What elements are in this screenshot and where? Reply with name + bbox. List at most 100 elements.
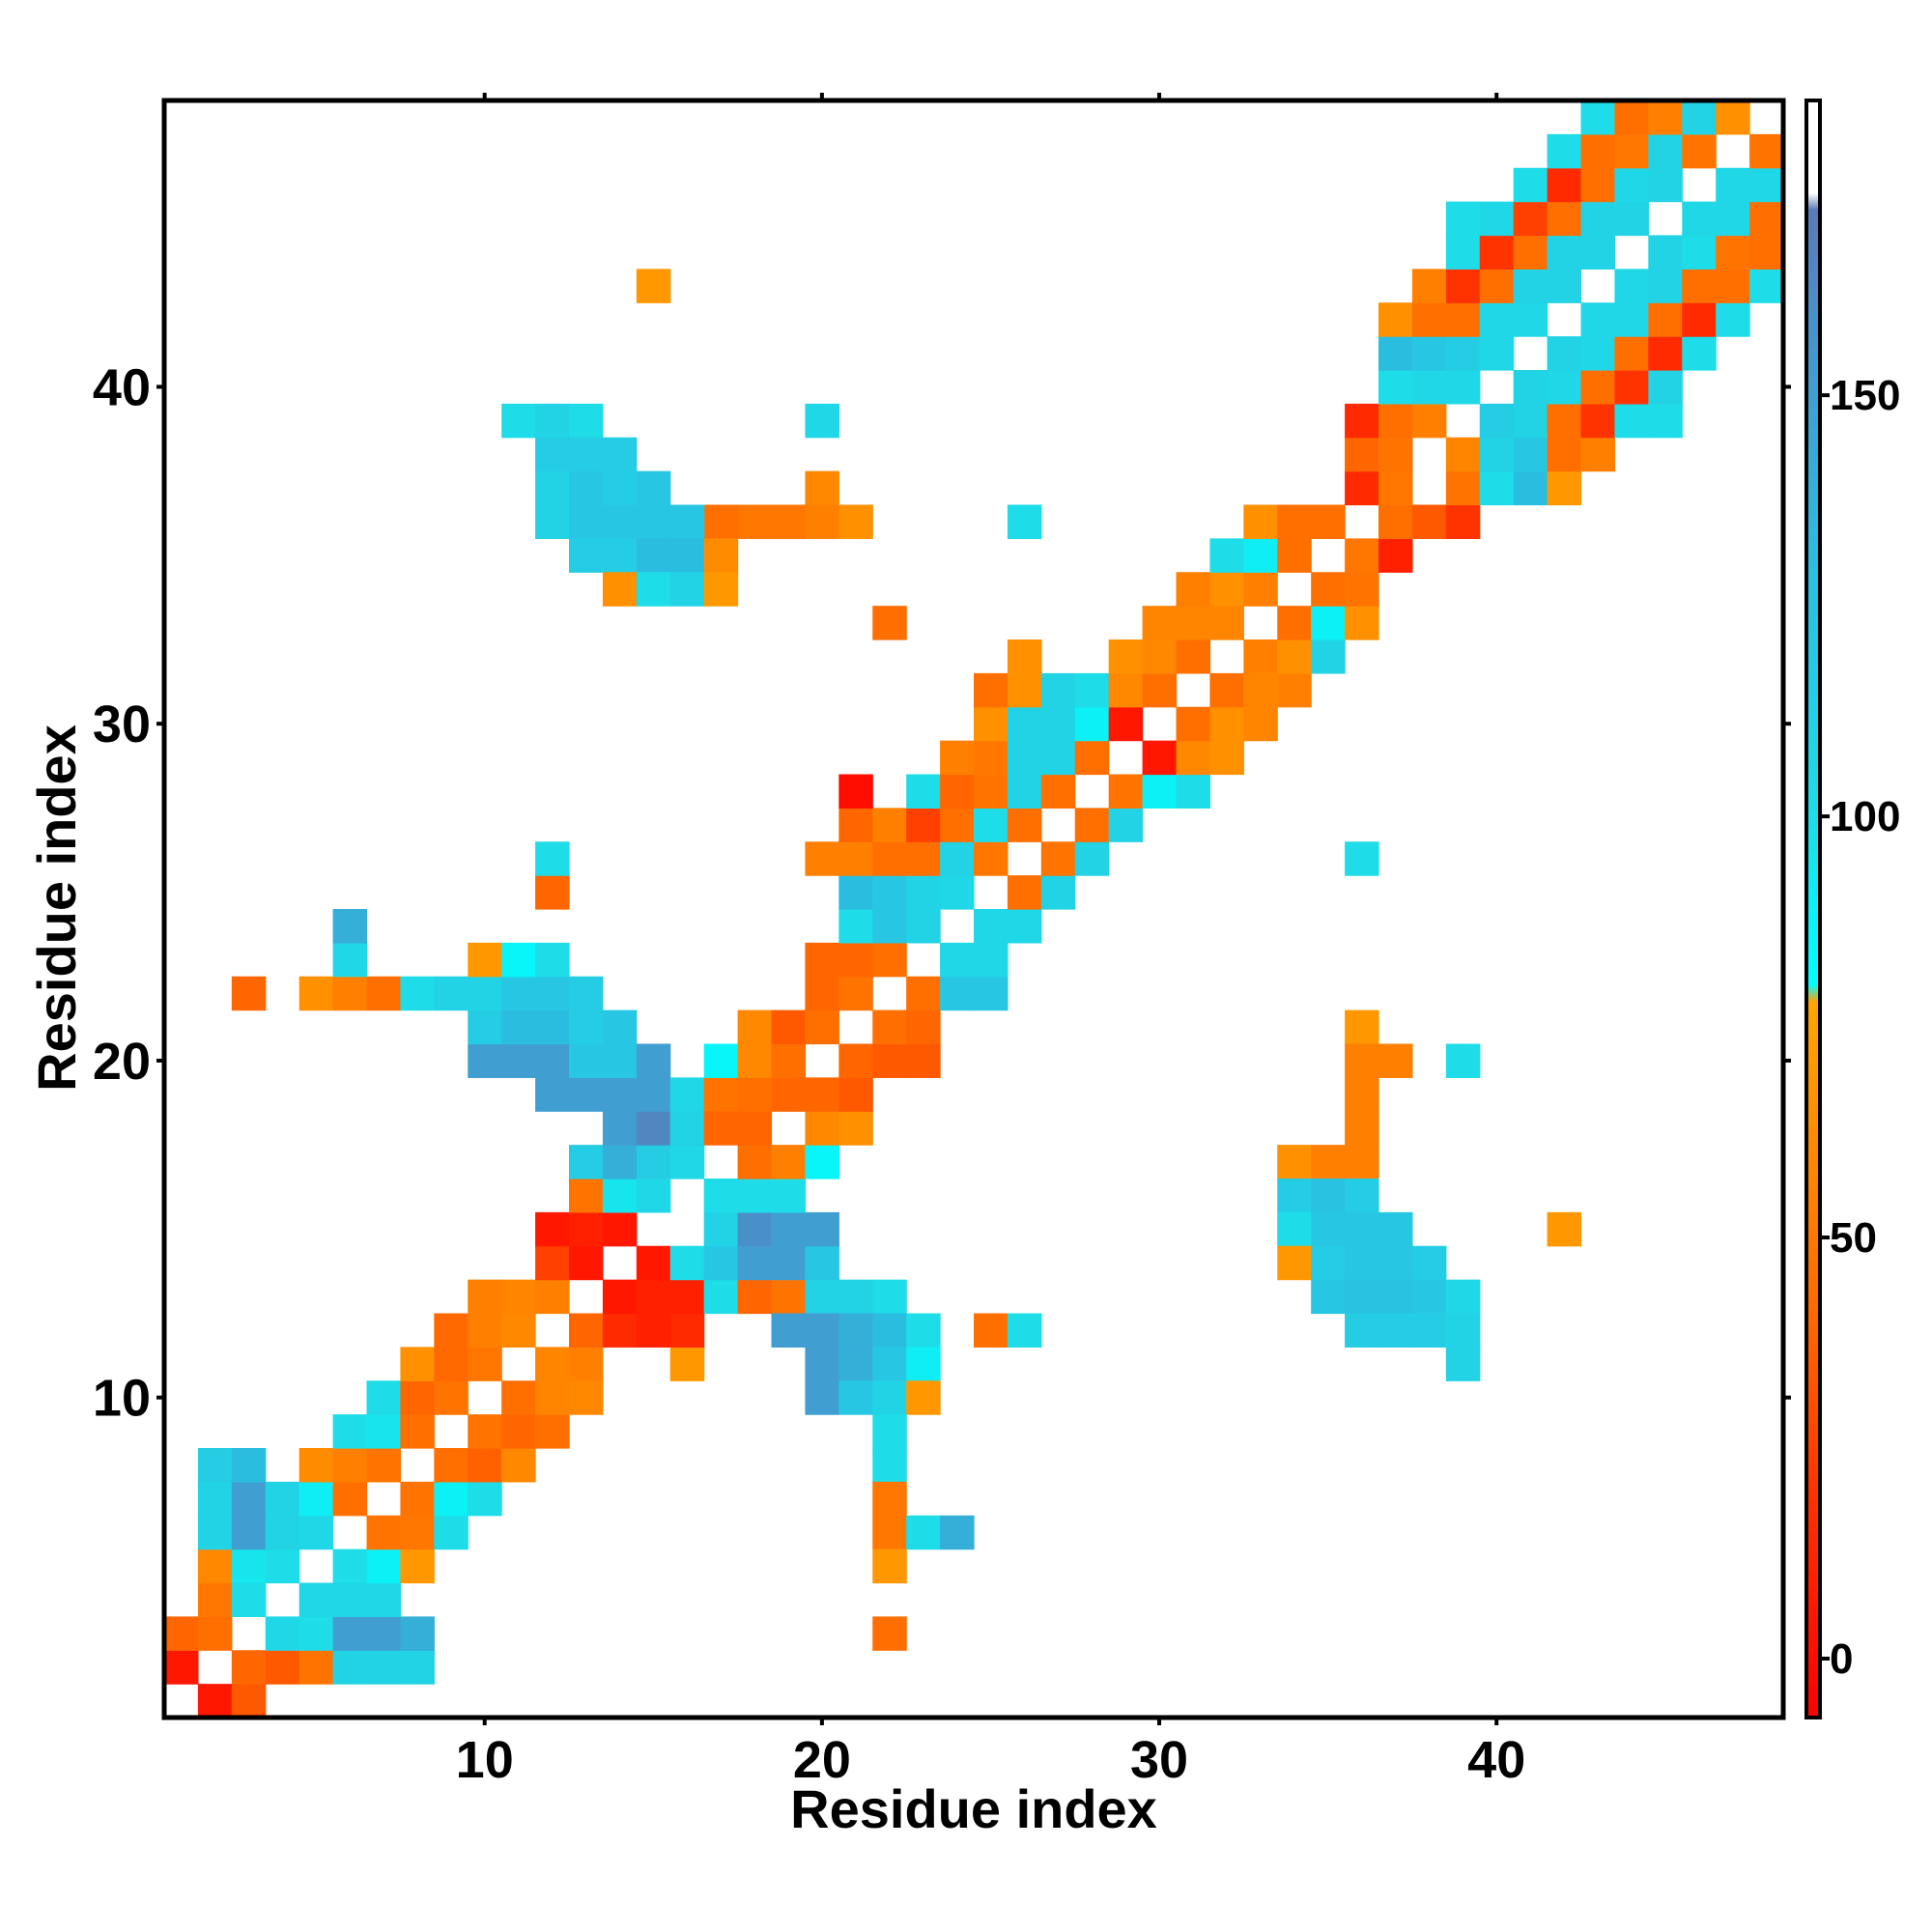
heatmap-cell bbox=[298, 1650, 334, 1685]
heatmap-cell bbox=[1749, 133, 1784, 169]
heatmap-cell bbox=[838, 808, 873, 842]
heatmap-cell bbox=[298, 1448, 334, 1483]
heatmap-cell bbox=[265, 1515, 300, 1550]
heatmap-cell bbox=[1277, 1211, 1312, 1247]
heatmap-cell bbox=[1311, 1245, 1346, 1281]
heatmap-cell bbox=[1513, 302, 1548, 337]
colorbar-tick-label: 0 bbox=[1830, 1635, 1853, 1683]
heatmap-cell bbox=[332, 1548, 368, 1584]
heatmap-cell bbox=[703, 1179, 739, 1213]
heatmap-cell bbox=[1648, 302, 1683, 337]
heatmap-cell bbox=[1142, 672, 1178, 708]
heatmap-cell bbox=[771, 1211, 807, 1247]
heatmap-cell bbox=[940, 875, 975, 910]
heatmap-cell bbox=[468, 1481, 502, 1517]
heatmap-cell bbox=[1345, 1245, 1379, 1281]
heatmap-cell bbox=[737, 1279, 773, 1315]
heatmap-cell bbox=[535, 1414, 570, 1449]
heatmap-cell bbox=[400, 1347, 435, 1381]
heatmap-cell bbox=[1648, 403, 1683, 439]
heatmap-cell bbox=[1411, 336, 1447, 371]
colorbar-tick-label: 150 bbox=[1830, 372, 1900, 419]
heatmap-cell bbox=[501, 976, 536, 1011]
heatmap-cell bbox=[737, 1245, 773, 1281]
heatmap-cell bbox=[872, 1313, 907, 1348]
heatmap-cell bbox=[298, 1481, 334, 1517]
heatmap-cell bbox=[468, 1448, 502, 1483]
heatmap-cell bbox=[1277, 1145, 1312, 1179]
heatmap-cell bbox=[1040, 706, 1076, 742]
heatmap-cell bbox=[366, 1414, 402, 1449]
heatmap-cell bbox=[1007, 1313, 1042, 1348]
heatmap-cell bbox=[872, 1009, 907, 1045]
heatmap-cell bbox=[1614, 201, 1649, 237]
heatmap-cell bbox=[535, 1245, 570, 1281]
heatmap-cell bbox=[569, 1313, 604, 1348]
heatmap-cell bbox=[1749, 201, 1784, 237]
heatmap-cell bbox=[974, 942, 1009, 978]
heatmap-cell bbox=[468, 1313, 502, 1348]
heatmap-cell bbox=[974, 774, 1009, 809]
heatmap-cell bbox=[1547, 133, 1582, 169]
heatmap-cell bbox=[974, 841, 1009, 876]
heatmap-cell bbox=[1479, 269, 1515, 303]
heatmap-cell bbox=[838, 1313, 873, 1348]
heatmap-cell bbox=[906, 976, 941, 1011]
heatmap-cell bbox=[1311, 1145, 1346, 1179]
heatmap-cell bbox=[974, 740, 1009, 776]
heatmap-cell bbox=[771, 504, 807, 539]
heatmap-cell bbox=[737, 1077, 773, 1112]
heatmap-cell bbox=[872, 942, 907, 978]
heatmap-cell bbox=[974, 672, 1009, 708]
heatmap-cell bbox=[569, 1347, 604, 1381]
heatmap-cell bbox=[468, 976, 502, 1011]
heatmap-cell bbox=[569, 403, 604, 439]
heatmap-cell bbox=[1277, 538, 1312, 573]
heatmap-cell bbox=[298, 1515, 334, 1550]
heatmap-cell bbox=[1614, 133, 1649, 169]
heatmap-cell bbox=[974, 808, 1009, 842]
heatmap-cell bbox=[1411, 269, 1447, 303]
heatmap-cell bbox=[1074, 841, 1110, 876]
heatmap-cell bbox=[602, 1077, 638, 1112]
heatmap-cell bbox=[434, 1347, 469, 1381]
heatmap-cell bbox=[974, 1313, 1009, 1348]
heatmap-cell bbox=[332, 976, 368, 1011]
heatmap-cell bbox=[231, 1650, 267, 1685]
heatmap-cell bbox=[1513, 201, 1548, 237]
heatmap-cell bbox=[1513, 167, 1548, 203]
heatmap-cell bbox=[400, 1515, 435, 1550]
heatmap-cell bbox=[1580, 302, 1616, 337]
heatmap-cell bbox=[468, 1009, 502, 1045]
x-axis-ticks: 10 20 30 40 bbox=[456, 93, 1525, 1789]
heatmap-cell bbox=[1547, 336, 1582, 371]
heatmap-cell bbox=[737, 504, 773, 539]
heatmap-cell bbox=[1614, 302, 1649, 337]
heatmap-cell bbox=[400, 976, 435, 1011]
heatmap-cell bbox=[838, 774, 873, 809]
heatmap-cell bbox=[366, 1548, 402, 1584]
heatmap-cell bbox=[805, 976, 839, 1011]
heatmap-cell bbox=[906, 808, 941, 842]
heatmap-cell bbox=[535, 1380, 570, 1415]
heatmap-cell bbox=[838, 1347, 873, 1381]
heatmap-cell bbox=[1682, 302, 1717, 337]
heatmap-cell bbox=[468, 942, 502, 978]
heatmap-cell bbox=[1378, 504, 1413, 539]
heatmap-cell bbox=[1108, 774, 1144, 809]
heatmap-cell bbox=[1411, 370, 1447, 405]
heatmap-cell bbox=[1547, 437, 1582, 472]
heatmap-cell bbox=[1580, 403, 1616, 439]
heatmap-cell bbox=[569, 470, 604, 506]
heatmap-cell bbox=[501, 1043, 536, 1078]
heatmap-cell bbox=[872, 875, 907, 910]
heatmap-cell bbox=[906, 909, 941, 944]
heatmap-cell bbox=[805, 1145, 839, 1179]
heatmap-cell bbox=[669, 1313, 705, 1348]
heatmap-cell bbox=[1682, 100, 1717, 135]
heatmap-cell bbox=[366, 1582, 402, 1617]
heatmap-cell bbox=[434, 1481, 469, 1517]
heatmap-cell bbox=[501, 1313, 536, 1348]
heatmap-cell bbox=[872, 1043, 907, 1078]
